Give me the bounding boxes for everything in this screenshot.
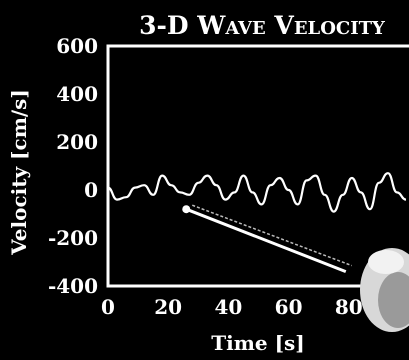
y-tick-label: -400 — [48, 274, 98, 298]
arrow-shaft — [185, 207, 347, 273]
x-tick-label: 60 — [275, 295, 303, 319]
y-tick-label: 400 — [56, 82, 98, 106]
chart-title: 3-D Wave Velocity — [139, 11, 386, 40]
velocity-series-line — [107, 172, 407, 213]
y-tick-label: 0 — [84, 178, 98, 202]
x-tick-label: 40 — [214, 295, 242, 319]
plot-frame — [106, 44, 409, 288]
annotation-arrow — [182, 204, 353, 273]
y-tick-label: 200 — [56, 130, 98, 154]
y-tick-label: -200 — [48, 226, 98, 250]
y-tick-label: 600 — [56, 34, 98, 58]
x-tick-label: 0 — [101, 295, 115, 319]
foreground-object — [360, 248, 409, 332]
x-axis-ticks: 0 20 40 60 80 — [101, 295, 363, 319]
y-axis-title: Velocity [cm/s] — [7, 89, 31, 256]
arrow-tail-dot — [182, 205, 191, 214]
x-tick-label: 20 — [154, 295, 182, 319]
arrow-shadow — [191, 204, 353, 267]
x-axis-title: Time [s] — [211, 331, 305, 355]
x-tick-label: 80 — [335, 295, 363, 319]
y-axis-ticks: 600 400 200 0 -200 -400 — [48, 34, 98, 298]
